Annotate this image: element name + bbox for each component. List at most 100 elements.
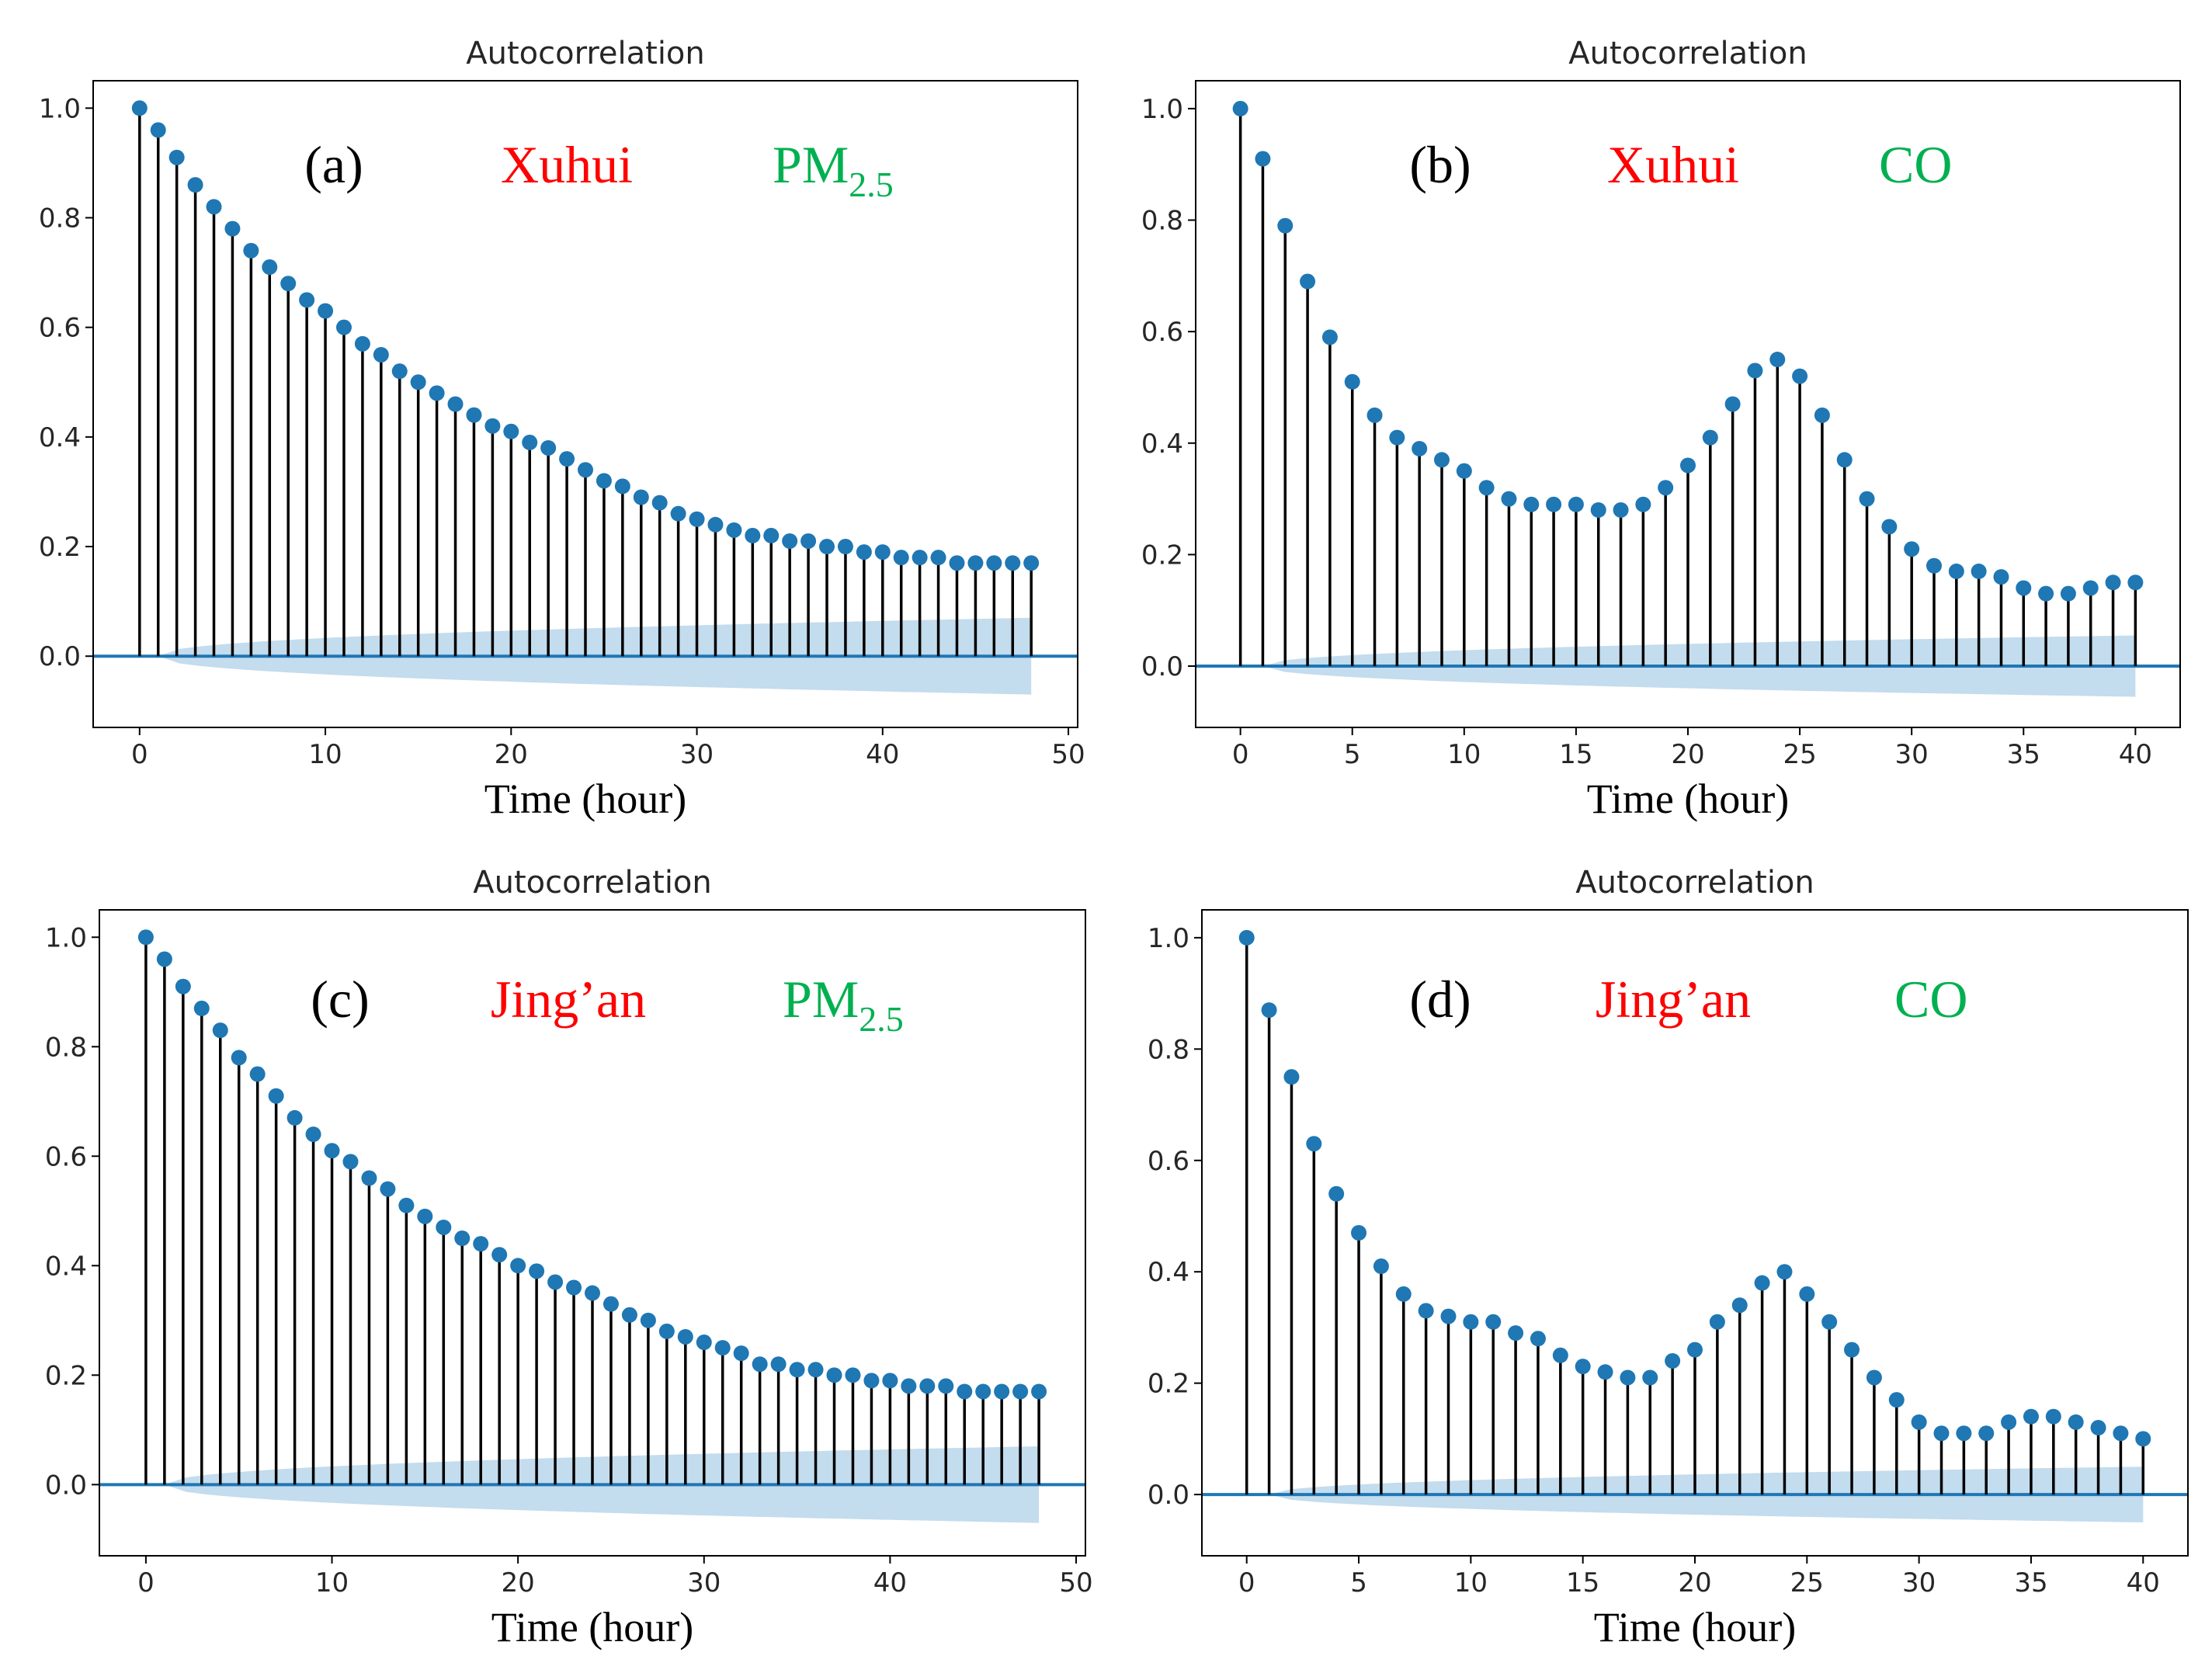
marker-lag-11 bbox=[335, 319, 352, 335]
x-tick-label: 50 bbox=[1059, 1567, 1092, 1598]
marker-lag-37 bbox=[2068, 1414, 2084, 1430]
marker-lag-39 bbox=[863, 1373, 880, 1389]
marker-lag-27 bbox=[633, 489, 649, 505]
marker-lag-13 bbox=[1523, 496, 1540, 512]
marker-lag-35 bbox=[2016, 580, 2032, 596]
x-tick-label: 10 bbox=[308, 739, 342, 770]
marker-lag-23 bbox=[559, 451, 575, 467]
marker-lag-32 bbox=[733, 1345, 749, 1362]
marker-lag-17 bbox=[1620, 1369, 1636, 1386]
marker-lag-6 bbox=[249, 1066, 266, 1082]
marker-lag-6 bbox=[1373, 1258, 1389, 1275]
y-tick-label: 1.0 bbox=[39, 93, 81, 124]
marker-lag-8 bbox=[1412, 440, 1428, 456]
x-tick-label: 0 bbox=[137, 1567, 155, 1598]
marker-lag-44 bbox=[949, 555, 965, 571]
y-tick-label: 0.2 bbox=[45, 1360, 87, 1391]
marker-lag-30 bbox=[696, 1335, 712, 1351]
x-tick-label: 50 bbox=[1051, 739, 1085, 770]
marker-lag-7 bbox=[268, 1088, 284, 1104]
x-tick-label: 15 bbox=[1559, 739, 1592, 770]
marker-lag-23 bbox=[1754, 1275, 1770, 1291]
marker-lag-3 bbox=[1306, 1136, 1322, 1152]
marker-lag-11 bbox=[342, 1154, 359, 1170]
marker-lag-11 bbox=[1478, 480, 1495, 496]
x-tick-label: 20 bbox=[1671, 739, 1704, 770]
marker-lag-13 bbox=[373, 346, 389, 363]
marker-lag-35 bbox=[789, 1362, 805, 1378]
x-tick-label: 5 bbox=[1350, 1567, 1367, 1598]
marker-lag-17 bbox=[1613, 502, 1629, 518]
marker-lag-26 bbox=[614, 478, 630, 495]
pollutant-label: PM2.5 bbox=[783, 970, 904, 1039]
marker-lag-16 bbox=[1597, 1364, 1613, 1380]
marker-lag-4 bbox=[1328, 1185, 1345, 1202]
marker-lag-39 bbox=[856, 544, 872, 561]
marker-lag-17 bbox=[447, 396, 464, 412]
marker-lag-40 bbox=[882, 1373, 898, 1389]
y-tick-label: 0.0 bbox=[39, 641, 81, 672]
marker-lag-40 bbox=[874, 544, 891, 561]
marker-lag-32 bbox=[1948, 563, 1964, 579]
marker-lag-28 bbox=[1866, 1369, 1882, 1386]
marker-lag-30 bbox=[1904, 541, 1920, 557]
marker-lag-19 bbox=[484, 418, 501, 434]
panel-label: (d) bbox=[1409, 970, 1471, 1029]
marker-lag-7 bbox=[262, 259, 278, 276]
marker-lag-20 bbox=[1687, 1342, 1703, 1358]
marker-lag-44 bbox=[957, 1383, 973, 1400]
marker-lag-2 bbox=[1283, 1069, 1300, 1085]
marker-lag-13 bbox=[1530, 1331, 1546, 1347]
x-tick-label: 0 bbox=[1238, 1567, 1255, 1598]
marker-lag-18 bbox=[473, 1236, 489, 1252]
x-tick-label: 0 bbox=[131, 739, 148, 770]
marker-lag-14 bbox=[1552, 1347, 1568, 1363]
marker-lag-23 bbox=[1747, 363, 1763, 379]
marker-lag-29 bbox=[677, 1328, 693, 1345]
marker-lag-16 bbox=[429, 385, 445, 401]
marker-lag-37 bbox=[2060, 585, 2076, 602]
station-label: Jing’an bbox=[491, 970, 646, 1029]
marker-lag-30 bbox=[1911, 1414, 1927, 1430]
marker-lag-31 bbox=[714, 1340, 731, 1356]
marker-lag-25 bbox=[596, 473, 612, 489]
x-tick-label: 30 bbox=[680, 739, 714, 770]
x-axis-label: Time (hour) bbox=[484, 776, 687, 822]
marker-lag-20 bbox=[503, 423, 519, 439]
chart-title: Autocorrelation bbox=[1568, 36, 1807, 71]
marker-lag-21 bbox=[529, 1263, 545, 1279]
x-axis-label: Time (hour) bbox=[1594, 1604, 1797, 1650]
marker-lag-38 bbox=[845, 1367, 861, 1383]
marker-lag-18 bbox=[1635, 496, 1651, 512]
marker-lag-9 bbox=[1440, 1308, 1457, 1324]
marker-lag-33 bbox=[752, 1356, 768, 1373]
marker-lag-14 bbox=[1546, 496, 1562, 512]
marker-lag-46 bbox=[994, 1383, 1010, 1400]
marker-lag-4 bbox=[206, 199, 222, 215]
marker-lag-42 bbox=[919, 1378, 936, 1394]
marker-lag-27 bbox=[1836, 452, 1853, 468]
marker-lag-10 bbox=[1456, 463, 1472, 479]
marker-lag-9 bbox=[299, 292, 315, 308]
marker-lag-22 bbox=[547, 1274, 564, 1290]
x-tick-label: 10 bbox=[1454, 1567, 1488, 1598]
chart-panel-a: Autocorrelation 0 10 20 30 40 50 0.0 0.2 0.4 0.6 0.… bbox=[39, 36, 1085, 822]
marker-lag-47 bbox=[1012, 1383, 1029, 1400]
marker-lag-34 bbox=[770, 1356, 787, 1373]
marker-lag-25 bbox=[602, 1296, 619, 1312]
marker-lag-20 bbox=[1680, 457, 1696, 474]
marker-lag-28 bbox=[658, 1323, 675, 1339]
y-tick-label: 1.0 bbox=[1141, 94, 1183, 125]
marker-lag-7 bbox=[1395, 1286, 1412, 1302]
x-tick-label: 20 bbox=[502, 1567, 535, 1598]
marker-lag-6 bbox=[243, 242, 259, 259]
y-tick-label: 0.0 bbox=[45, 1470, 87, 1501]
pollutant-label: CO bbox=[1894, 970, 1967, 1029]
marker-lag-13 bbox=[380, 1181, 396, 1197]
x-tick-label: 40 bbox=[2127, 1567, 2160, 1598]
x-tick-label: 20 bbox=[1678, 1567, 1711, 1598]
x-tick-label: 35 bbox=[2007, 739, 2040, 770]
chart-title: Autocorrelation bbox=[466, 36, 705, 71]
x-tick-label: 35 bbox=[2014, 1567, 2047, 1598]
marker-lag-20 bbox=[510, 1258, 526, 1274]
